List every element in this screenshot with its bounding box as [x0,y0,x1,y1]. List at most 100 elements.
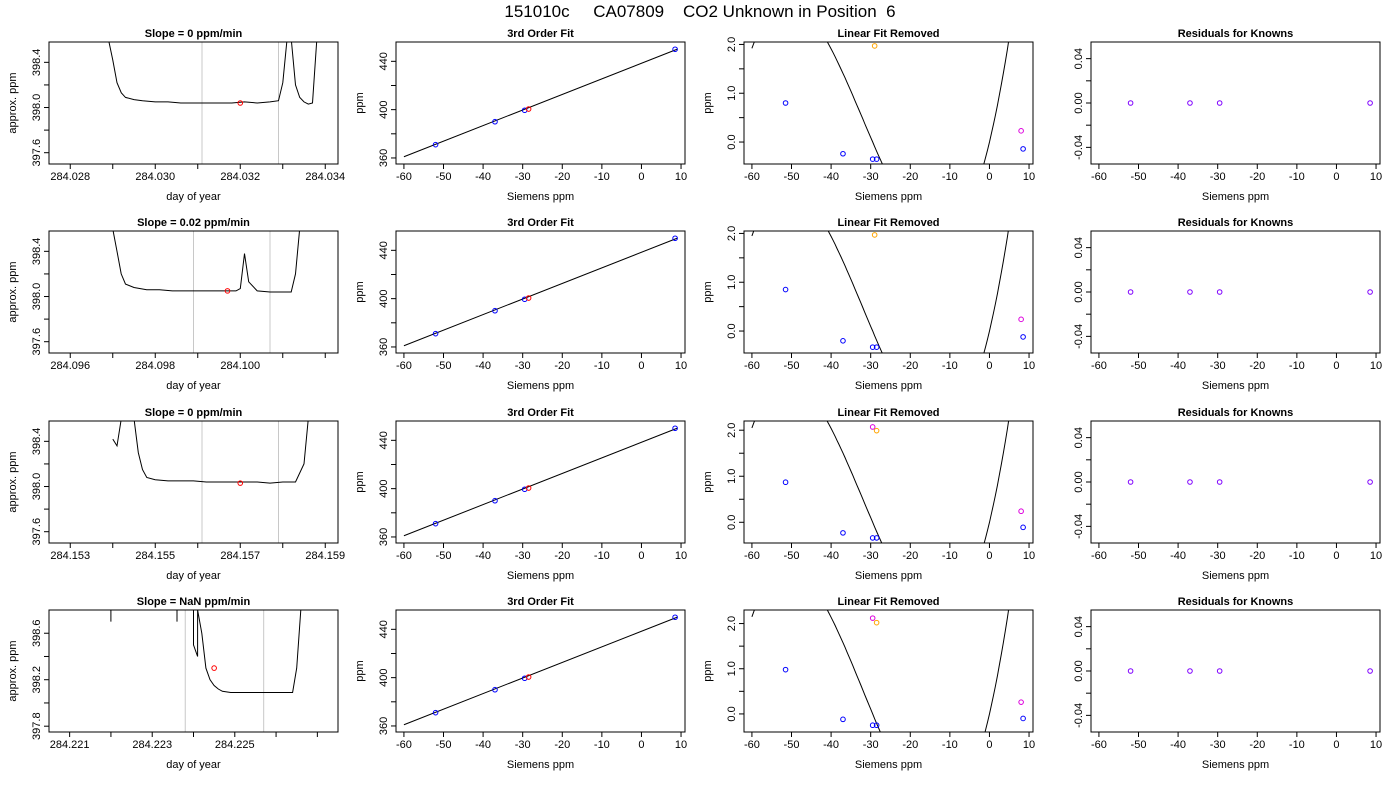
x-tick-label: -30 [515,171,531,183]
x-tick-label: 0 [1333,739,1339,751]
x-tick-label: -30 [863,360,879,372]
data-point [873,427,880,434]
chart-panel: Linear Fit Removed -60 -50 -40 -30 -20 -10 0 10 0… [702,28,1035,203]
plot-area [1127,668,1373,674]
x-axis-label: day of year [166,759,221,771]
data-point [782,666,789,673]
data-point [1367,479,1373,485]
x-tick-label: -60 [396,739,412,751]
data-point [1020,524,1026,531]
x-tick-label: 10 [675,739,687,751]
data-point [1216,100,1223,106]
data-point [432,709,439,716]
x-tick-label: -50 [784,171,800,183]
x-tick-label: 284.028 [50,171,90,183]
chart-panel: Residuals for Knowns -60 -50 -40 -30 -20 -10 0 1… [1073,28,1382,203]
x-axis-label: Siemens ppm [507,380,574,392]
x-tick-label: -50 [1131,360,1147,372]
plot-frame [1090,41,1381,165]
x-tick-label: 0 [986,739,992,751]
x-tick-label: -50 [1131,739,1147,751]
y-tick-label: 398.0 [31,283,43,311]
x-tick-label: -60 [744,171,760,183]
plot-area [1127,100,1373,106]
data-point [1127,289,1134,295]
data-point [1367,668,1373,674]
x-tick-label: -30 [515,360,531,372]
plot-frame [1090,420,1381,544]
y-tick-label: 398.2 [31,666,43,694]
data-point [782,479,789,486]
data-point [1216,668,1223,674]
x-tick-label: -30 [863,550,879,562]
data-point [869,722,876,729]
y-tick-label: 2.0 [726,226,738,241]
y-tick-label: 2.0 [726,616,738,631]
x-tick-label: -20 [902,739,918,751]
plot-area [112,231,300,294]
data-point [869,156,876,162]
x-tick-label: -40 [475,171,491,183]
x-tick-label: -20 [554,360,570,372]
x-tick-label: -20 [902,360,918,372]
chart-title: 3rd Order Fit [507,407,574,419]
y-tick-label: 398.4 [31,49,43,77]
plot-frame [743,609,1034,733]
x-tick-label: -50 [436,171,452,183]
chart-title: Slope = 0.02 ppm/min [137,217,250,229]
fit-line [403,237,678,347]
x-tick-label: -60 [744,550,760,562]
data-point [492,497,498,504]
chart-panel: Linear Fit Removed -60 -50 -40 -30 -20 -10 0 10 0… [702,407,1035,582]
data-point [1127,479,1134,485]
x-axis-label: Siemens ppm [1202,380,1269,392]
y-tick-label: 0.00 [1073,660,1085,681]
y-tick-label: 398.4 [31,428,43,456]
y-axis-label: approx. ppm [7,640,19,701]
y-tick-label: 360 [378,528,390,546]
x-tick-label: -20 [1249,550,1265,562]
chart-panel: Slope = 0 ppm/min 284.028 284.030 284.032 28… [7,28,345,203]
fit-line [403,427,678,537]
x-tick-label: 10 [1023,739,1035,751]
plot-frame [395,230,686,354]
plot-area [112,421,309,486]
y-tick-label: 440 [378,431,390,449]
y-axis-label: ppm [702,281,714,302]
y-tick-label: 440 [378,52,390,70]
plot-area [751,231,1026,353]
y-tick-label: 360 [378,338,390,356]
x-tick-label: 10 [1023,171,1035,183]
x-tick-label: -60 [1091,171,1107,183]
x-tick-label: -30 [1210,550,1226,562]
data-point [525,674,532,680]
chart-title: Linear Fit Removed [837,217,939,229]
data-point [1216,479,1223,485]
x-tick-label: -50 [436,550,452,562]
fit-line [403,616,678,726]
y-tick-label: 398.0 [31,473,43,501]
series-line [110,610,302,693]
y-tick-label: 0.00 [1073,92,1085,113]
x-tick-label: -60 [396,550,412,562]
x-tick-label: -60 [396,171,412,183]
plot-area [403,425,678,537]
x-tick-label: 0 [638,360,644,372]
x-tick-label: -50 [784,360,800,372]
y-axis-label: approx. ppm [7,72,19,133]
y-tick-label: 0.04 [1073,48,1085,69]
x-tick-label: 284.098 [135,360,175,372]
x-axis-label: day of year [166,191,221,203]
chart-panel: Linear Fit Removed -60 -50 -40 -30 -20 -10 0 10 0… [702,596,1035,771]
x-tick-label: 10 [1023,550,1035,562]
data-point [1018,508,1024,515]
chart-panel: 3rd Order Fit -60 -50 -40 -30 -20 -10 0 10 360 400… [354,217,687,392]
x-tick-label: -40 [1170,550,1186,562]
x-tick-label: -50 [784,550,800,562]
x-tick-label: -20 [1249,360,1265,372]
x-tick-label: -20 [554,550,570,562]
y-axis-label: ppm [354,281,366,302]
x-axis-label: Siemens ppm [507,191,574,203]
y-tick-label: 400 [378,479,390,497]
